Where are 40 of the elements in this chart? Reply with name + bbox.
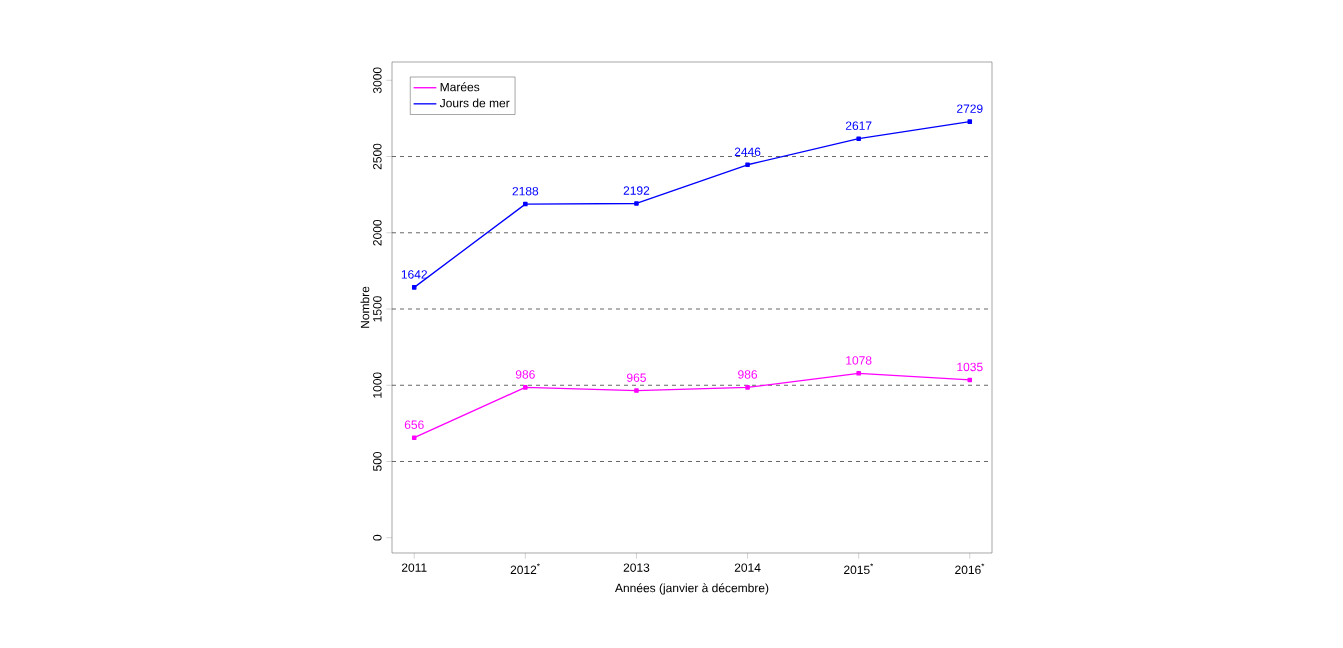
point <box>523 385 528 390</box>
data-label: 656 <box>404 420 424 430</box>
x-tick-label: 2015$^{*}$ <box>844 563 874 575</box>
data-label: 1078 <box>846 356 872 365</box>
x-tick-label: 2012$^{*}$ <box>510 563 540 575</box>
data-label: 2192 <box>623 186 650 195</box>
point <box>523 201 528 207</box>
x-tick-label: 2016$^{*}$ <box>955 563 985 575</box>
point <box>856 136 861 141</box>
data-label: 2188 <box>512 186 539 196</box>
y-axis-title: Nombre <box>360 286 370 328</box>
x-axis-title: Années (janvier à décembre) <box>614 583 769 595</box>
y-tick-label: 2000 <box>373 219 382 246</box>
point <box>411 435 417 440</box>
legend-label: Jours de mer <box>439 98 510 108</box>
point <box>745 162 750 168</box>
data-label: 986 <box>515 370 535 379</box>
data-label: 2446 <box>734 147 761 157</box>
legend-label: Marées <box>440 82 480 92</box>
y-tick-label: 1000 <box>373 372 382 398</box>
data-label: 965 <box>627 373 646 382</box>
x-tick-label: 2014 <box>734 563 761 572</box>
x-tick-label: 2011 <box>401 563 427 572</box>
data-label: 1642 <box>401 270 427 279</box>
y-tick-label: 3000 <box>373 67 382 94</box>
y-tick-label: 0 <box>373 534 382 541</box>
point <box>411 285 417 290</box>
point <box>856 371 861 376</box>
data-label: 2729 <box>957 104 983 113</box>
y-tick-label: 1500 <box>373 296 382 322</box>
y-tick-label: 2500 <box>373 143 382 170</box>
data-label: 1035 <box>957 362 983 372</box>
point <box>634 201 639 206</box>
point <box>634 388 639 393</box>
point <box>745 385 750 390</box>
data-label: 2617 <box>845 121 872 130</box>
y-tick-label: 500 <box>373 451 382 472</box>
data-label: 986 <box>738 370 758 379</box>
point <box>967 119 973 124</box>
x-tick-label: 2013 <box>623 563 650 572</box>
